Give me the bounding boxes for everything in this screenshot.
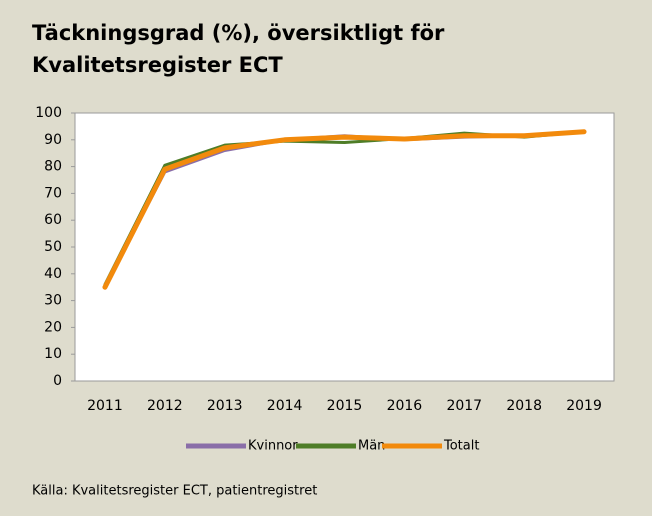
y-tick-label: 40: [44, 266, 62, 282]
legend-label: Män: [358, 439, 385, 454]
x-tick-label: 2013: [207, 398, 243, 414]
chart-title: Täckningsgrad (%), översiktligt för: [32, 21, 445, 45]
x-tick-label: 2019: [566, 398, 602, 414]
y-tick-label: 60: [44, 212, 62, 228]
x-tick-label: 2018: [506, 398, 542, 414]
x-tick-label: 2017: [446, 398, 482, 414]
source: Källa: Kvalitetsregister ECT, patientreg…: [32, 484, 317, 499]
y-tick-label: 30: [44, 293, 62, 309]
x-tick-label: 2011: [87, 398, 123, 414]
y-tick-label: 100: [35, 105, 62, 121]
y-tick-label: 90: [44, 132, 62, 148]
y-tick-label: 0: [53, 373, 62, 389]
y-tick-label: 10: [44, 346, 62, 362]
x-tick-label: 2015: [327, 398, 363, 414]
plot-area: [74, 112, 615, 382]
x-tick-label: 2012: [147, 398, 183, 414]
y-tick-label: 70: [44, 185, 62, 201]
line-series: [102, 129, 587, 290]
y-tick-label: 80: [44, 159, 62, 175]
x-tick-label: 2016: [387, 398, 423, 414]
x-tick-label: 2014: [267, 398, 303, 414]
y-tick-label: 50: [44, 239, 62, 255]
chart-title: Kvalitetsregister ECT: [32, 53, 283, 77]
y-tick-label: 20: [44, 319, 62, 335]
legend-label: Totalt: [443, 439, 479, 454]
legend-label: Kvinnor: [248, 439, 298, 454]
